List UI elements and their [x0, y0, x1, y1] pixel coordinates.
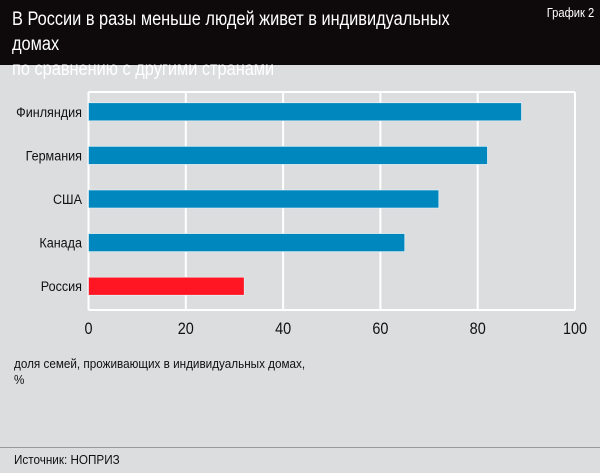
bar — [88, 189, 440, 209]
axis-unit: % — [14, 372, 25, 387]
x-tick-label: 100 — [563, 320, 587, 338]
bar — [88, 233, 406, 252]
axis-label: доля семей, проживающих в индивидуальных… — [14, 356, 306, 371]
x-tick-label: 60 — [372, 320, 388, 338]
source-note: Источник: НОПРИЗ — [14, 452, 120, 467]
x-tick-label: 40 — [275, 320, 291, 338]
category-label: Финляндия — [16, 104, 82, 120]
x-tick-label: 80 — [470, 320, 486, 338]
bar — [88, 276, 245, 296]
bar — [88, 146, 488, 165]
x-tick-label: 0 — [84, 320, 92, 338]
category-label: Германия — [26, 148, 82, 164]
category-label: Канада — [39, 235, 82, 251]
chart-number-badge: График 2 — [546, 5, 594, 20]
category-label: Россия — [41, 279, 82, 295]
divider — [0, 447, 600, 448]
x-tick-label: 20 — [178, 320, 194, 338]
category-label: США — [53, 191, 82, 207]
chart-header: В России в разы меньше людей живет в инд… — [0, 0, 600, 80]
bar — [88, 102, 522, 122]
bar-chart: 0 20 40 60 80 100 Финляндия Германия США Канада Ро… — [16, 91, 587, 338]
chart-title: В России в разы меньше людей живет в инд… — [12, 9, 450, 80]
